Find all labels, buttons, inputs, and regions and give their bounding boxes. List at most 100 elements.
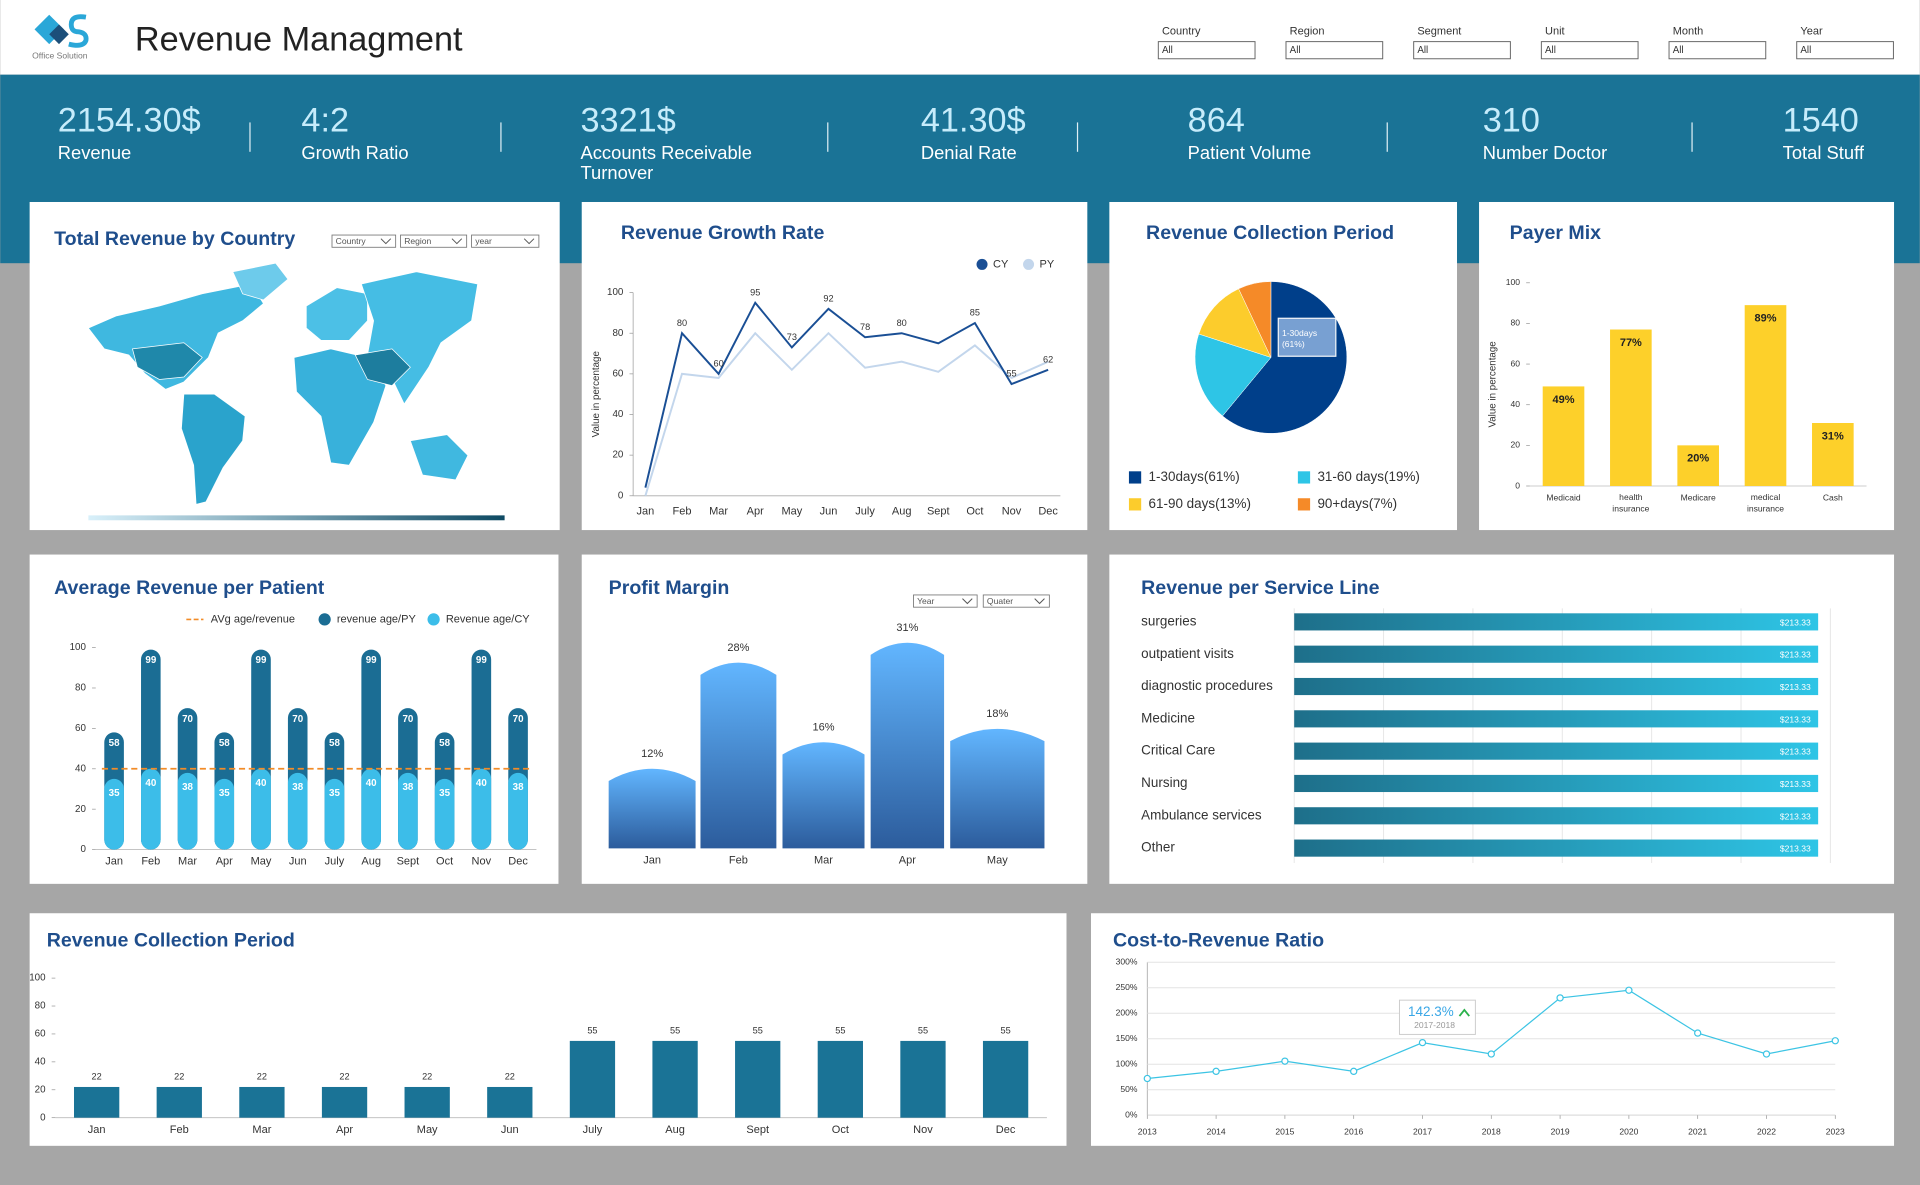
point <box>1831 1037 1839 1045</box>
x-tick-label: 2020 <box>1619 1127 1638 1137</box>
data-label: 40 <box>476 778 487 789</box>
legend-label: revenue age/PY <box>337 613 417 625</box>
chart-title: Profit Margin <box>609 577 730 599</box>
chart-title: Revenue Collection Period <box>1146 222 1394 244</box>
data-label: 55 <box>1006 369 1016 379</box>
legend-label: 31-60 days(19%) <box>1317 469 1419 484</box>
legend-swatch <box>1297 498 1311 511</box>
bar <box>1294 807 1819 825</box>
area-segment <box>782 742 865 849</box>
data-label: 58 <box>329 738 340 749</box>
chart-title: Cost-to-Revenue Ratio <box>1113 930 1324 952</box>
legend-label: AVg age/revenue <box>211 613 295 625</box>
y-tick-label: 80 <box>612 328 623 339</box>
filter-value: All <box>1162 45 1173 56</box>
data-label: 22 <box>505 1072 515 1082</box>
x-tick-label: Apr <box>216 856 233 868</box>
filter-box[interactable] <box>1413 41 1511 60</box>
point <box>1762 1050 1771 1058</box>
bar <box>177 772 198 850</box>
dropdown[interactable] <box>471 234 540 248</box>
bar <box>1744 305 1787 486</box>
dropdown-arrow <box>451 238 463 245</box>
x-tick-label: Oct <box>966 506 983 518</box>
x-tick-label: Dec <box>508 856 528 868</box>
bar <box>361 768 381 850</box>
x-tick-label: Mar <box>178 856 197 868</box>
x-tick-label: Feb <box>170 1124 189 1136</box>
x-tick-label: 2018 <box>1482 1127 1501 1137</box>
data-label: 40 <box>145 778 156 789</box>
y-tick-label: 0 <box>40 1112 46 1123</box>
category-label: Critical Care <box>1141 743 1215 758</box>
filter-box[interactable] <box>1540 41 1639 60</box>
x-tick-label: Mar <box>709 506 728 518</box>
y-tick-label: 40 <box>612 409 623 420</box>
point <box>1143 1074 1151 1083</box>
x-tick-label: Sept <box>927 506 950 518</box>
bar <box>104 778 124 850</box>
x-tick-label: Aug <box>892 506 912 518</box>
x-tick-label: Medicare <box>1681 493 1716 503</box>
x-tick-label: Medicaid <box>1546 493 1580 503</box>
bar <box>398 772 418 850</box>
filter-box[interactable] <box>1796 41 1894 60</box>
y-tick-label: 20 <box>612 450 623 461</box>
category-label: surgeries <box>1141 613 1197 628</box>
data-label: 18% <box>986 708 1008 720</box>
map-region <box>87 283 264 390</box>
data-label: 70 <box>513 714 524 725</box>
bar <box>324 778 345 850</box>
dropdown-label: Country <box>336 236 367 246</box>
data-label: 55 <box>587 1026 597 1036</box>
bar <box>652 1040 698 1118</box>
x-tick-label: Jan <box>105 856 123 868</box>
x-tick-label: 2019 <box>1551 1127 1570 1137</box>
x-tick-label: Jun <box>289 856 307 868</box>
data-label: 31% <box>896 622 918 634</box>
data-label: 55 <box>1000 1026 1010 1036</box>
y-tick-label: 80 <box>1511 318 1521 328</box>
area-segment <box>700 662 777 849</box>
dropdown[interactable] <box>913 594 978 608</box>
dropdown[interactable] <box>400 234 468 248</box>
data-label: 78 <box>860 322 870 332</box>
filter-box[interactable] <box>1285 41 1384 60</box>
bar <box>508 772 528 850</box>
y-axis-label: Value in percentage <box>591 351 602 437</box>
x-tick-label: Jun <box>820 506 838 518</box>
filter-box[interactable] <box>1668 41 1767 60</box>
x-tick-label: Jan <box>637 506 655 518</box>
bar <box>982 1040 1029 1118</box>
map-region <box>232 262 289 301</box>
category-label: Other <box>1141 840 1175 855</box>
y-tick-label: 300% <box>1116 956 1138 966</box>
x-tick-label: 2017 <box>1413 1127 1432 1137</box>
point <box>1281 1057 1289 1065</box>
filter-label: Unit <box>1545 26 1565 38</box>
x-tick-label: Mar <box>814 855 833 867</box>
dropdown-label: Quater <box>987 596 1013 606</box>
x-tick-label: Nov <box>913 1124 933 1136</box>
map-region <box>305 287 368 341</box>
kpi-label: Revenue <box>58 142 132 163</box>
data-label: 38 <box>182 782 193 793</box>
category-label: Ambulance services <box>1141 807 1262 822</box>
data-label: $213.33 <box>1780 779 1811 789</box>
data-label: 31% <box>1822 430 1844 442</box>
filter-box[interactable] <box>1157 41 1256 60</box>
x-tick-label: Apr <box>899 855 916 867</box>
x-tick-label: Oct <box>832 1124 849 1136</box>
map-region <box>293 348 387 466</box>
point <box>1350 1067 1358 1076</box>
x-tick-label: 2023 <box>1826 1127 1845 1137</box>
dropdown[interactable] <box>331 234 397 248</box>
bar <box>1294 839 1819 857</box>
y-tick-label: 0 <box>1515 480 1520 490</box>
chart-title: Payer Mix <box>1510 222 1602 244</box>
dropdown[interactable] <box>982 594 1050 608</box>
data-label: 20% <box>1687 453 1709 465</box>
legend-label: CY <box>993 258 1009 270</box>
